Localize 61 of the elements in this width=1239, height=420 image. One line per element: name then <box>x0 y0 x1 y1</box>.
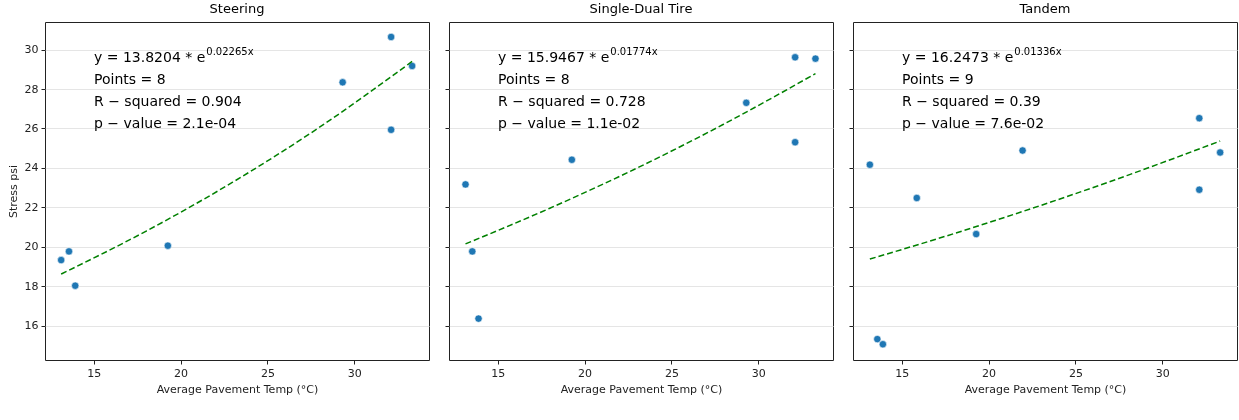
point <box>387 32 396 41</box>
annotation: Points = 8 <box>498 71 570 87</box>
x-tick-label: 15 <box>895 366 910 380</box>
x-tick-label: 25 <box>664 366 679 380</box>
point <box>163 241 172 250</box>
point <box>57 256 66 265</box>
point <box>567 155 576 164</box>
point <box>972 230 981 239</box>
x-tick-label: 30 <box>751 366 766 380</box>
annotation: Points = 8 <box>94 71 166 87</box>
point <box>338 78 347 87</box>
x-tick-label: 20 <box>578 366 593 380</box>
point <box>811 54 820 63</box>
y-tick-label: 24 <box>24 161 39 175</box>
y-axis-title: Stress psi <box>6 164 20 219</box>
annotation: p − value = 7.6e-02 <box>902 115 1045 131</box>
x-tick-label: 20 <box>982 366 997 380</box>
point <box>912 194 921 202</box>
x-tick-label: 15 <box>491 366 506 380</box>
point <box>71 281 80 290</box>
point <box>1195 185 1204 194</box>
chart-title: Steering <box>209 1 265 16</box>
x-tick-label: 25 <box>1068 366 1083 380</box>
point <box>878 340 887 349</box>
annotation: Points = 9 <box>902 71 974 87</box>
point <box>474 314 483 323</box>
annotation: R − squared = 0.39 <box>902 93 1041 109</box>
point <box>408 61 417 70</box>
point <box>791 53 800 62</box>
x-axis-title: Average Pavement Temp (°C) <box>156 382 319 396</box>
y-tick-label: 30 <box>24 43 39 57</box>
y-tick-label: 20 <box>24 240 39 254</box>
point <box>64 247 73 256</box>
annotation: R − squared = 0.728 <box>498 93 646 109</box>
point <box>873 335 882 344</box>
y-tick-label: 18 <box>24 279 39 293</box>
chart-title: Single-Dual Tire <box>589 1 693 16</box>
chart-title: Tandem <box>1018 1 1071 16</box>
x-tick-label: 25 <box>260 366 275 380</box>
y-tick-label: 16 <box>24 319 39 333</box>
annotation: p − value = 2.1e-04 <box>94 115 237 131</box>
x-tick-label: 30 <box>347 366 362 380</box>
point <box>1018 146 1027 155</box>
point <box>468 247 477 256</box>
x-tick-label: 20 <box>174 366 189 380</box>
annotation: R − squared = 0.904 <box>94 93 242 109</box>
point <box>387 125 396 134</box>
point <box>865 160 874 169</box>
y-tick-label: 26 <box>24 121 39 135</box>
point <box>791 138 800 147</box>
x-axis-title: Average Pavement Temp (°C) <box>964 382 1127 396</box>
point <box>742 98 751 107</box>
y-tick-label: 28 <box>24 82 39 96</box>
y-tick-label: 22 <box>24 200 39 214</box>
x-tick-label: 15 <box>87 366 102 380</box>
x-tick-label: 30 <box>1155 366 1170 380</box>
x-axis-title: Average Pavement Temp (°C) <box>560 382 723 396</box>
annotation: p − value = 1.1e-02 <box>498 115 641 131</box>
point <box>1216 148 1225 157</box>
point <box>1195 114 1204 123</box>
point <box>461 180 470 189</box>
